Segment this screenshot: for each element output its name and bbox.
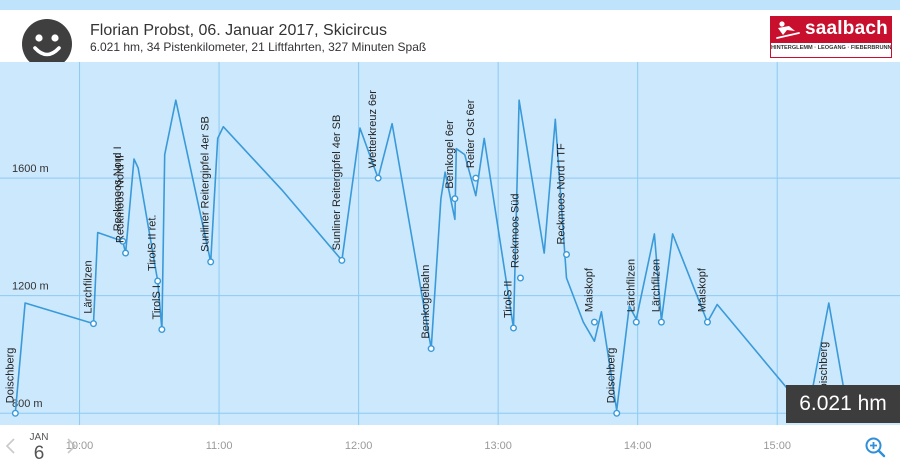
- page-subtitle: 6.021 hm, 34 Pistenkilometer, 21 Liftfah…: [90, 40, 427, 54]
- y-tick-label: 800 m: [12, 398, 43, 410]
- bottom-bar: [0, 425, 900, 471]
- lift-marker[interactable]: [122, 249, 130, 257]
- smiley-face-icon[interactable]: [20, 17, 74, 71]
- x-tick-label: 15:00: [763, 440, 791, 452]
- lift-label: Wetterkreuz 6er: [367, 90, 379, 168]
- lift-label: Bernkogelbahn: [420, 265, 432, 339]
- lift-marker[interactable]: [563, 251, 571, 259]
- lift-label: TirolS II ret.: [147, 215, 159, 271]
- lift-label: Reckmoos Nord I: [112, 146, 124, 231]
- lift-marker[interactable]: [207, 258, 215, 266]
- x-tick-label: 13:00: [484, 440, 512, 452]
- lift-label: Doischberg: [606, 348, 618, 404]
- page-title: Florian Probst, 06. Januar 2017, Skicirc…: [90, 22, 388, 39]
- lift-marker[interactable]: [703, 318, 711, 326]
- y-tick-label: 1600 m: [12, 163, 49, 175]
- lift-label: Doischberg: [818, 342, 830, 398]
- chevron-right-icon[interactable]: [64, 434, 78, 458]
- lift-label: Sunliner Reitergipfel 4er SB: [331, 115, 343, 251]
- lift-marker[interactable]: [119, 237, 127, 245]
- date-day: 6: [33, 443, 45, 464]
- lift-marker[interactable]: [657, 318, 665, 326]
- header: [0, 10, 900, 62]
- y-tick-label: 1200 m: [12, 281, 49, 293]
- lift-marker[interactable]: [154, 277, 162, 285]
- lift-marker[interactable]: [89, 320, 97, 328]
- lift-marker[interactable]: [338, 256, 346, 264]
- lift-marker[interactable]: [427, 345, 435, 353]
- elevation-line: [14, 99, 848, 415]
- date-month: JAN: [29, 432, 49, 443]
- elevation-chart[interactable]: 800 m 1200 m 1600 m Doischberg Lärchfilzen Re…: [0, 62, 900, 425]
- lift-label: Lärchfilzen: [650, 259, 662, 312]
- saalbach-logo: saalbach HINTERGLEMM · LEOGANG · FIEBERB…: [770, 16, 892, 58]
- x-tick-label: 11:00: [205, 440, 233, 452]
- skier-logo-icon: [776, 21, 800, 39]
- lift-label: Maiskopf: [696, 267, 708, 312]
- lift-marker[interactable]: [632, 318, 640, 326]
- lift-label: Reckmoos Süd: [509, 193, 521, 268]
- x-tick-label: 12:00: [344, 440, 373, 452]
- lift-label: Lärchfilzen: [82, 260, 94, 313]
- lift-label: Reckmoos Nord I TF: [556, 143, 568, 245]
- lift-marker[interactable]: [374, 174, 382, 182]
- lift-marker[interactable]: [158, 325, 166, 333]
- lift-label: TirolS II: [502, 281, 514, 319]
- zoom-in-icon[interactable]: [864, 436, 886, 458]
- lift-label: Bernkogel 6er: [444, 120, 456, 189]
- top-accent-bar: [0, 0, 900, 10]
- plot-area: [0, 62, 900, 425]
- lift-marker[interactable]: [11, 409, 19, 417]
- lift-label: TirolS I: [151, 285, 163, 319]
- lift-marker[interactable]: [472, 174, 480, 182]
- lift-label: Reckmoos Nord II: [115, 155, 127, 243]
- lift-marker[interactable]: [451, 195, 459, 203]
- lift-label: Lärchfilzen: [625, 259, 637, 312]
- lift-marker[interactable]: [509, 324, 517, 332]
- x-tick-label: 10:00: [65, 440, 94, 452]
- lift-label: Maiskopf: [583, 267, 595, 312]
- x-tick-label: 14:00: [623, 440, 652, 452]
- lift-marker[interactable]: [516, 274, 524, 282]
- logo-subline: HINTERGLEMM · LEOGANG · FIEBERBRUNN: [771, 45, 892, 51]
- lift-marker[interactable]: [590, 318, 598, 326]
- lift-marker[interactable]: [613, 409, 621, 417]
- lift-label: Sunliner Reitergipfel 4er SB: [200, 116, 212, 252]
- chevron-left-icon[interactable]: [4, 434, 18, 458]
- lift-label: Reiter Ost 6er: [465, 99, 477, 168]
- height-meters-box: 6.021 hm: [786, 385, 900, 423]
- lift-label: Doischberg: [4, 348, 16, 404]
- logo-wordmark: saalbach: [805, 18, 888, 39]
